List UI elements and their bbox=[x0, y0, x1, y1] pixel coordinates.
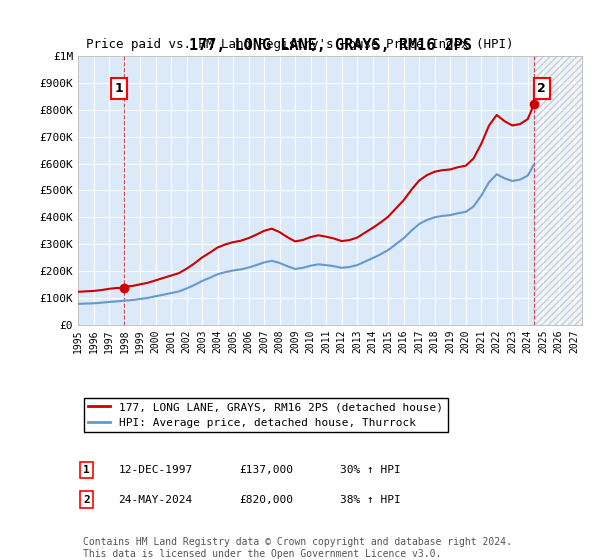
177, LONG LANE, GRAYS, RM16 2PS (detached house) bbox=[530, 101, 538, 108]
HPI: Average price, detached house, Thurrock: (2e+03, 7.8e+04): Average price, detached house, Thurrock:… bbox=[74, 301, 82, 307]
Text: 1: 1 bbox=[83, 465, 90, 475]
177, LONG LANE, GRAYS, RM16 2PS (detached house) bbox=[346, 237, 353, 244]
177, LONG LANE, GRAYS, RM16 2PS (detached house) bbox=[160, 274, 167, 281]
Text: 12-DEC-1997: 12-DEC-1997 bbox=[118, 465, 193, 475]
Line: 177, LONG LANE, GRAYS, RM16 2PS (detached house): 177, LONG LANE, GRAYS, RM16 2PS (detache… bbox=[78, 104, 534, 292]
HPI: Average price, detached house, Thurrock: (2.02e+03, 5.96e+05): Average price, detached house, Thurrock:… bbox=[530, 161, 538, 168]
HPI: Average price, detached house, Thurrock: (2e+03, 2.02e+05): Average price, detached house, Thurrock:… bbox=[229, 267, 236, 274]
Text: 2: 2 bbox=[83, 494, 90, 505]
Title: 177, LONG LANE, GRAYS, RM16 2PS: 177, LONG LANE, GRAYS, RM16 2PS bbox=[188, 39, 472, 53]
Text: £820,000: £820,000 bbox=[239, 494, 293, 505]
Text: 30% ↑ HPI: 30% ↑ HPI bbox=[340, 465, 401, 475]
177, LONG LANE, GRAYS, RM16 2PS (detached house) bbox=[315, 232, 322, 239]
HPI: Average price, detached house, Thurrock: (2e+03, 1.06e+05): Average price, detached house, Thurrock:… bbox=[152, 293, 159, 300]
177, LONG LANE, GRAYS, RM16 2PS (detached house) bbox=[470, 155, 477, 162]
Text: Contains HM Land Registry data © Crown copyright and database right 2024.
This d: Contains HM Land Registry data © Crown c… bbox=[83, 537, 512, 559]
HPI: Average price, detached house, Thurrock: (2e+03, 1.48e+05): Average price, detached house, Thurrock:… bbox=[191, 282, 198, 288]
Text: 24-MAY-2024: 24-MAY-2024 bbox=[118, 494, 193, 505]
Text: £137,000: £137,000 bbox=[239, 465, 293, 475]
HPI: Average price, detached house, Thurrock: (2.01e+03, 2.35e+05): Average price, detached house, Thurrock:… bbox=[361, 258, 368, 265]
177, LONG LANE, GRAYS, RM16 2PS (detached house) bbox=[175, 270, 182, 277]
177, LONG LANE, GRAYS, RM16 2PS (detached house) bbox=[229, 239, 236, 245]
Legend: 177, LONG LANE, GRAYS, RM16 2PS (detached house), HPI: Average price, detached h: 177, LONG LANE, GRAYS, RM16 2PS (detache… bbox=[83, 398, 448, 432]
Text: 2: 2 bbox=[538, 82, 546, 95]
177, LONG LANE, GRAYS, RM16 2PS (detached house) bbox=[74, 288, 82, 295]
Text: Price paid vs. HM Land Registry's House Price Index (HPI): Price paid vs. HM Land Registry's House … bbox=[86, 38, 514, 50]
HPI: Average price, detached house, Thurrock: (2e+03, 1.96e+05): Average price, detached house, Thurrock:… bbox=[222, 269, 229, 276]
HPI: Average price, detached house, Thurrock: (2e+03, 1.75e+05): Average price, detached house, Thurrock:… bbox=[206, 274, 214, 281]
Text: 1: 1 bbox=[115, 82, 124, 95]
Line: HPI: Average price, detached house, Thurrock: HPI: Average price, detached house, Thur… bbox=[78, 165, 534, 304]
Text: 38% ↑ HPI: 38% ↑ HPI bbox=[340, 494, 401, 505]
